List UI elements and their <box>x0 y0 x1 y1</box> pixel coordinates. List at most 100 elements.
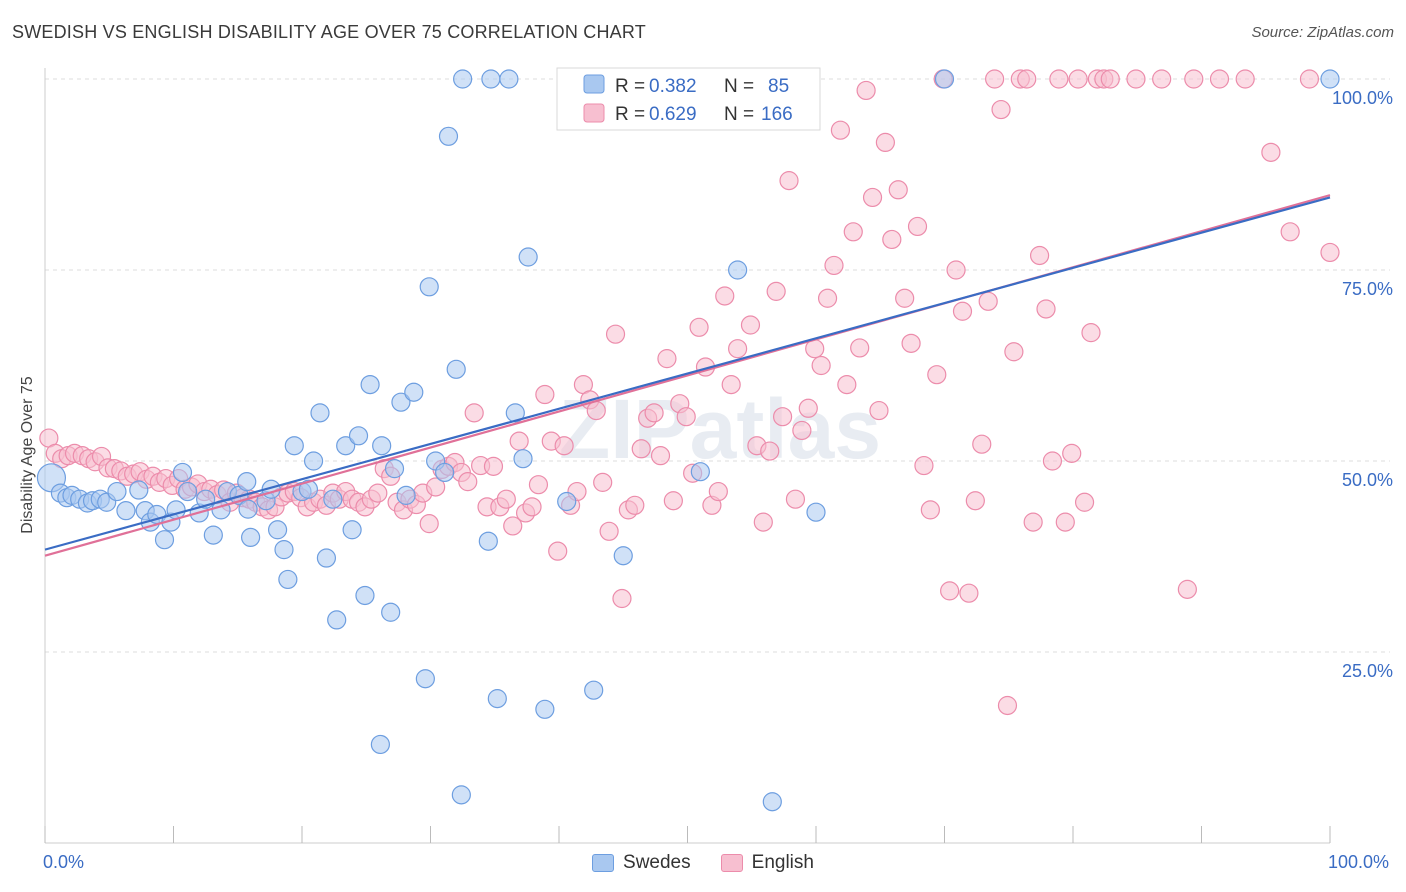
english-r-label: R = <box>615 104 645 125</box>
english-point <box>728 339 748 359</box>
english-point <box>997 695 1018 716</box>
english-point <box>843 222 863 242</box>
english-point <box>1184 69 1204 89</box>
english-point <box>689 317 709 337</box>
english-point <box>817 288 838 308</box>
legend-item-english[interactable]: English <box>720 852 814 874</box>
swedes-point <box>370 734 390 755</box>
swedes-n-value: 85 <box>768 76 789 97</box>
english-point <box>850 338 870 358</box>
english-point <box>952 301 973 321</box>
english-point <box>875 132 895 153</box>
english-point <box>965 491 985 511</box>
legend-label-swedes: Swedes <box>623 852 691 873</box>
swedes-points <box>36 69 1340 812</box>
axes <box>44 68 1331 844</box>
english-point <box>1055 512 1075 532</box>
english-point <box>1320 242 1340 263</box>
english-point <box>914 455 934 476</box>
swedes-n-label: N = <box>724 76 754 97</box>
english-point <box>760 441 780 461</box>
english-point <box>663 491 683 511</box>
swedes-point <box>435 462 455 483</box>
english-point <box>901 333 921 353</box>
swedes-point <box>505 403 525 423</box>
english-point <box>1299 69 1320 89</box>
y-tick-label: 50.0% <box>1342 470 1393 490</box>
swedes-r-label: R = <box>615 76 645 97</box>
swedes-point <box>396 485 416 505</box>
english-point <box>1177 579 1197 599</box>
english-point <box>1017 69 1037 89</box>
english-point <box>650 446 671 466</box>
watermark: ZIPatlas <box>559 382 881 476</box>
english-point <box>740 315 761 335</box>
english-point <box>1049 69 1069 89</box>
english-point <box>785 489 806 509</box>
english-point <box>554 436 574 456</box>
english-point <box>535 384 555 405</box>
english-point <box>1152 69 1172 89</box>
english-point <box>927 365 947 385</box>
english-point <box>1261 142 1281 162</box>
english-r-value: 0.629 <box>649 104 697 125</box>
english-point <box>946 260 966 280</box>
english-point <box>715 286 735 306</box>
swedes-point <box>481 69 501 89</box>
swedes-trend-line <box>44 196 1331 551</box>
swedes-point <box>451 785 471 805</box>
swedes-point <box>154 530 175 550</box>
english-point <box>856 80 876 101</box>
english-point <box>509 431 529 451</box>
english-point <box>1068 69 1088 89</box>
swedes-point <box>203 525 223 545</box>
english-point <box>548 541 568 561</box>
english-point <box>644 403 664 423</box>
swedes-point <box>178 481 198 502</box>
swedes-point <box>116 501 136 521</box>
english-point <box>940 581 960 601</box>
swedes-point <box>518 247 538 267</box>
english-point <box>1036 299 1056 319</box>
swedes-point <box>172 462 193 483</box>
english-point <box>792 420 812 441</box>
swedes-point <box>438 126 459 146</box>
swedes-point <box>107 481 127 502</box>
english-point <box>426 477 446 497</box>
source-label: Source: ZipAtlas.com <box>1251 24 1394 41</box>
english-point <box>368 483 388 503</box>
english-point <box>837 375 857 395</box>
stats-legend: R = 0.382 N = 85 R = 0.629 N = 166 <box>556 67 821 131</box>
swedes-point <box>241 527 261 548</box>
english-point <box>920 500 940 520</box>
english-point <box>1209 69 1230 89</box>
legend-item-swedes[interactable]: Swedes <box>592 852 691 874</box>
english-point <box>586 400 606 421</box>
english-point <box>625 495 645 515</box>
english-point <box>1042 451 1063 471</box>
swedes-point <box>310 403 330 423</box>
english-point <box>599 521 619 541</box>
english-point <box>1280 222 1300 242</box>
swedes-point <box>237 472 257 492</box>
swedes-point <box>478 531 498 551</box>
english-point <box>657 349 677 369</box>
swedes-point <box>419 277 439 297</box>
english-point <box>528 475 549 495</box>
swedes-point <box>298 479 319 499</box>
english-point <box>959 583 979 603</box>
english-point <box>483 456 504 476</box>
english-point <box>869 400 889 421</box>
swedes-point <box>342 520 362 540</box>
swedes-point <box>284 436 304 456</box>
english-point <box>978 291 998 311</box>
english-point <box>1004 342 1024 362</box>
english-point <box>1081 323 1101 343</box>
english-legend-swatch <box>583 103 605 123</box>
swedes-point <box>323 489 343 509</box>
swedes-point <box>238 499 258 519</box>
swedes-point <box>372 436 392 456</box>
swedes-legend-swatch <box>583 74 605 94</box>
english-point <box>1029 245 1050 266</box>
